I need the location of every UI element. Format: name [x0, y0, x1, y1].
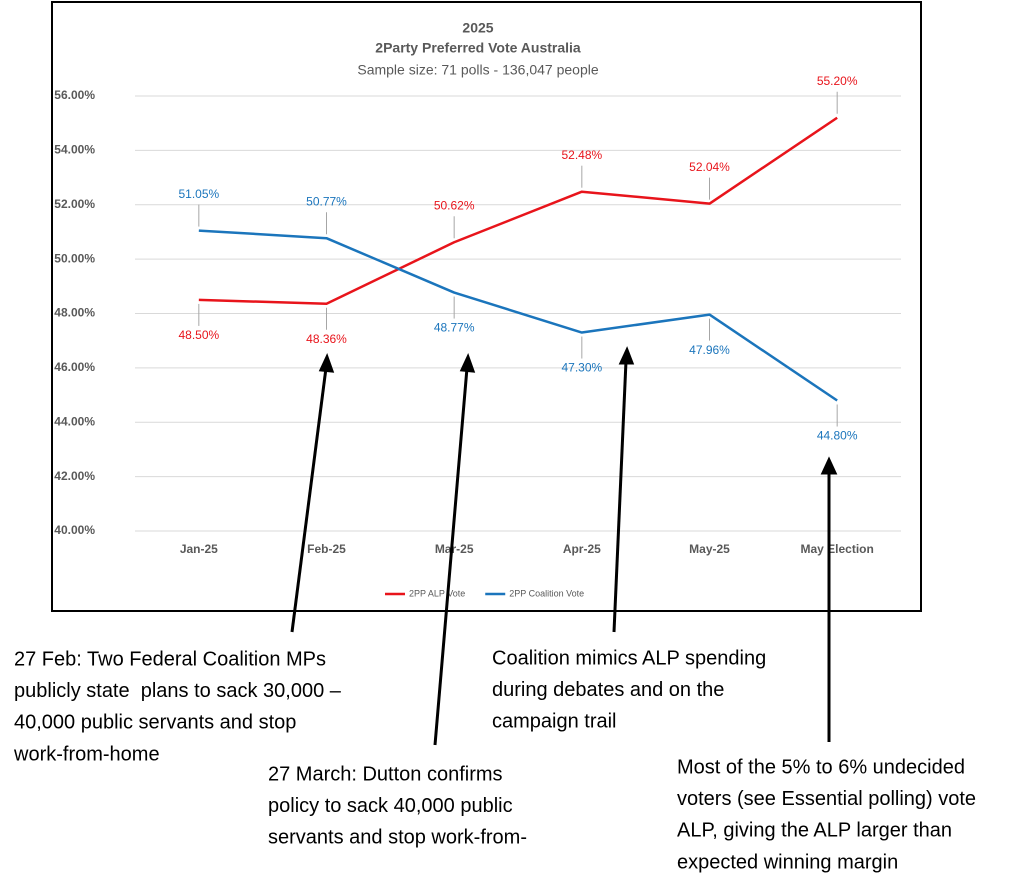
arrow — [433, 367, 469, 746]
y-tick-label: 50.00% — [54, 251, 95, 265]
annotation-line: voters (see Essential polling) vote — [677, 788, 976, 810]
y-tick-label: 46.00% — [54, 360, 95, 374]
annotations: 27 Feb: Two Federal Coalition MPs publicl… — [13, 647, 976, 873]
y-tick-label: 48.00% — [54, 306, 95, 320]
arrowhead — [318, 353, 335, 373]
annotation-line: servants and stop work-from- — [268, 827, 527, 849]
annotation-line: campaign trail — [492, 711, 617, 733]
arrowhead — [459, 353, 476, 373]
x-tick-label: May Election — [800, 542, 873, 556]
chart-subtitle: 2Party Preferred Vote Australia — [375, 40, 581, 56]
data-label: 52.04% — [689, 160, 730, 174]
data-label: 50.77% — [306, 194, 347, 208]
data-label: 44.80% — [817, 429, 858, 443]
legend-label: 2PP Coalition Vote — [509, 588, 584, 598]
series-line — [198, 229, 838, 402]
data-label: 48.50% — [178, 328, 219, 342]
annotation-arrows — [290, 346, 838, 746]
annotation-line: Most of the 5% to 6% undecided — [677, 756, 965, 778]
chart-frame — [51, 1, 922, 612]
plot: 40.00% 42.00% 44.00% 46.00% 48.00% 50.00% 52.0… — [54, 74, 901, 598]
annotation-line: 27 Feb: Two Federal Coalition MPs — [14, 648, 326, 670]
annotation-line: publicly state plans to sack 30,000 – — [14, 680, 342, 702]
y-tick-label: 44.00% — [54, 414, 95, 428]
annotation-line: work-from-home — [13, 743, 160, 765]
data-label: 51.05% — [178, 187, 219, 201]
annotation-line: expected winning margin — [677, 851, 898, 873]
x-tick-label: May-25 — [689, 542, 730, 556]
annotation-line: Coalition mimics ALP spending — [492, 647, 766, 669]
arrow — [612, 360, 628, 633]
y-tick-label: 56.00% — [54, 88, 95, 102]
data-label: 47.96% — [689, 343, 730, 357]
data-label: 48.77% — [434, 321, 475, 335]
data-label: 50.62% — [434, 198, 475, 212]
series-line — [198, 116, 838, 305]
x-tick-label: Mar-25 — [435, 542, 474, 556]
arrow — [290, 367, 328, 633]
y-tick-label: 54.00% — [54, 143, 95, 157]
data-label: 47.30% — [561, 361, 602, 375]
data-label: 48.36% — [306, 332, 347, 346]
annotation-line: 27 March: Dutton confirms — [268, 763, 503, 785]
x-tick-label: Feb-25 — [307, 542, 346, 556]
annotation-line: 40,000 public servants and stop — [14, 712, 296, 734]
annotation-line: policy to sack 40,000 public — [268, 795, 513, 817]
annotation-line: during debates and on the — [492, 679, 724, 701]
arrowhead — [820, 456, 838, 475]
x-tick-label: Apr-25 — [563, 542, 601, 556]
x-tick-label: Jan-25 — [180, 542, 218, 556]
y-tick-label: 42.00% — [54, 469, 95, 483]
annotation-line: ALP, giving the ALP larger than — [677, 820, 952, 842]
legend-label: 2PP ALP Vote — [409, 588, 465, 598]
data-label: 52.48% — [561, 148, 602, 162]
sample-note: Sample size: 71 polls - 136,047 people — [357, 62, 598, 78]
y-tick-label: 40.00% — [54, 523, 95, 537]
data-label: 55.20% — [817, 74, 858, 88]
y-tick-label: 52.00% — [54, 197, 95, 211]
arrowhead — [618, 346, 635, 365]
chart-title: 2025 — [462, 20, 493, 36]
